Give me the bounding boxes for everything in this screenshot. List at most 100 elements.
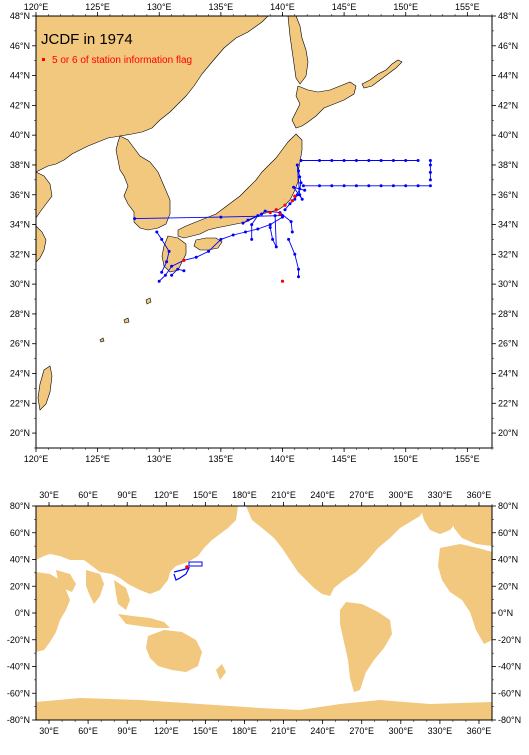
station-point <box>379 184 383 188</box>
regional-map-ticks: 120°E 120°E 125°E 125°E 130°E 130°E 135°E 135°E… <box>10 2 518 464</box>
global-lat-label-right: 0°N <box>498 608 513 618</box>
station-point <box>298 175 302 179</box>
lat-label-left: 30°N <box>10 279 30 289</box>
lon-label-top: 150°E <box>393 2 418 12</box>
ryukyu-islands <box>99 297 152 343</box>
lat-label-right: 22°N <box>498 398 518 408</box>
regional-land <box>35 15 403 411</box>
global-lat-label-left: -80°N <box>7 715 30 725</box>
eurasia-continent <box>36 506 238 594</box>
global-map: 30°E 30°E 60°E 60°E 90°E 90°E 120°E 120°E 150°E 1… <box>7 490 521 736</box>
station-point <box>246 218 250 222</box>
global-lon-label-bottom: 180°E <box>232 726 257 736</box>
lon-label-top: 130°E <box>147 2 172 12</box>
station-point <box>295 163 299 167</box>
station-point <box>219 237 223 241</box>
station-point <box>271 237 275 241</box>
station-point <box>292 185 296 189</box>
global-track-line <box>173 567 191 581</box>
station-point <box>293 197 297 201</box>
station-point <box>330 159 334 162</box>
lat-label-left: 40°N <box>10 130 30 140</box>
lon-label-top: 135°E <box>209 2 234 12</box>
global-lon-label-bottom: 30°E <box>39 726 59 736</box>
flagged-station-point <box>290 199 294 203</box>
global-lat-label-right: -80°N <box>498 715 521 725</box>
lat-label-right: 46°N <box>498 41 518 51</box>
station-point <box>416 159 420 162</box>
station-point <box>300 197 304 201</box>
china-coast <box>35 171 53 219</box>
europe-edge <box>452 506 492 546</box>
india-peninsula <box>86 570 104 604</box>
station-point <box>298 193 302 197</box>
taiwan-island <box>37 365 53 411</box>
lat-label-right: 20°N <box>498 428 518 438</box>
station-track-layer <box>133 159 432 283</box>
greenland-island <box>420 506 462 534</box>
global-land <box>36 506 492 720</box>
global-lat-label-right: -40°N <box>498 662 521 672</box>
station-point <box>367 184 371 188</box>
lat-label-left: 24°N <box>10 369 30 379</box>
global-lon-label-bottom: 330°E <box>428 726 453 736</box>
global-lon-label-bottom: 120°E <box>154 726 179 736</box>
asia-mainland <box>35 15 269 173</box>
global-lon-label-top: 120°E <box>154 490 179 500</box>
station-point <box>293 252 297 256</box>
lat-label-left: 32°N <box>10 249 30 259</box>
indonesia-islands <box>118 614 170 628</box>
station-track-10 <box>288 239 299 277</box>
shikoku-island <box>193 237 223 251</box>
station-point <box>428 159 432 162</box>
station-point <box>260 212 263 216</box>
station-point <box>263 209 267 213</box>
station-point <box>416 184 420 188</box>
australia-continent <box>146 630 202 672</box>
station-point <box>297 275 300 279</box>
station-point <box>281 215 284 219</box>
global-lon-label-top: 300°E <box>388 490 413 500</box>
global-lat-label-left: 60°N <box>10 528 30 538</box>
station-point <box>303 188 307 192</box>
lon-label-bottom: 125°E <box>85 454 110 464</box>
station-point <box>244 230 247 234</box>
global-lat-label-right: 60°N <box>498 528 518 538</box>
global-lat-label-right: 80°N <box>498 501 518 511</box>
flagged-station-point <box>280 279 285 283</box>
station-point <box>167 249 171 253</box>
station-point <box>283 208 287 212</box>
station-point <box>182 269 186 273</box>
lon-label-bottom: 145°E <box>332 454 357 464</box>
global-lat-label-left: -40°N <box>7 662 30 672</box>
regional-map: 120°E 120°E 125°E 125°E 130°E 130°E 135°E 135°E… <box>10 2 518 464</box>
station-point <box>155 230 159 234</box>
lat-label-left: 48°N <box>10 11 30 21</box>
global-lat-label-right: -60°N <box>498 688 521 698</box>
lat-label-left: 36°N <box>10 190 30 200</box>
station-point <box>404 159 408 162</box>
station-point <box>274 245 278 249</box>
lat-label-left: 44°N <box>10 71 30 81</box>
global-lat-label-left: -20°N <box>7 635 30 645</box>
lat-label-left: 22°N <box>10 398 30 408</box>
lon-label-top: 140°E <box>270 2 295 12</box>
lon-label-bottom: 150°E <box>393 454 418 464</box>
lon-label-bottom: 130°E <box>147 454 172 464</box>
station-point <box>379 159 383 162</box>
station-point <box>290 230 294 234</box>
station-point <box>318 159 321 162</box>
lat-label-left: 28°N <box>10 309 30 319</box>
station-point <box>268 226 272 229</box>
lat-label-left: 20°N <box>10 428 30 438</box>
station-point <box>288 202 292 206</box>
station-point <box>367 159 371 162</box>
station-point <box>250 237 254 241</box>
arabia-peninsula <box>56 570 76 592</box>
station-point <box>165 260 169 264</box>
global-lon-label-bottom: 60°E <box>78 726 98 736</box>
station-point <box>330 184 334 188</box>
japan-small <box>166 554 176 574</box>
lat-label-right: 24°N <box>498 369 518 379</box>
station-point <box>287 237 291 241</box>
